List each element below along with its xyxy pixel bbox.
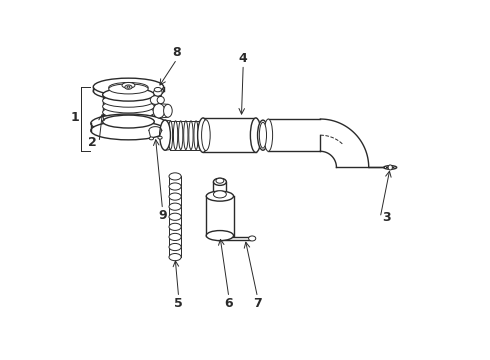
Ellipse shape (201, 120, 210, 150)
Ellipse shape (149, 137, 153, 140)
Text: 6: 6 (224, 297, 233, 310)
Ellipse shape (194, 121, 198, 149)
Ellipse shape (91, 114, 166, 133)
Ellipse shape (206, 230, 234, 240)
Ellipse shape (169, 223, 181, 230)
Ellipse shape (102, 115, 154, 128)
Ellipse shape (216, 178, 224, 183)
Ellipse shape (169, 243, 181, 251)
Ellipse shape (93, 78, 164, 95)
Ellipse shape (150, 96, 160, 104)
Ellipse shape (91, 121, 166, 140)
Ellipse shape (125, 85, 132, 89)
Ellipse shape (388, 165, 392, 170)
Ellipse shape (197, 118, 208, 152)
Ellipse shape (93, 82, 164, 100)
Ellipse shape (184, 121, 188, 149)
Ellipse shape (102, 94, 154, 107)
Ellipse shape (169, 183, 181, 190)
Ellipse shape (214, 191, 226, 198)
Ellipse shape (384, 166, 397, 169)
Ellipse shape (154, 87, 161, 92)
Ellipse shape (168, 121, 172, 149)
Ellipse shape (153, 104, 165, 118)
Text: 3: 3 (382, 211, 391, 224)
Ellipse shape (386, 167, 394, 168)
Ellipse shape (264, 119, 272, 151)
Ellipse shape (178, 121, 183, 149)
Ellipse shape (153, 89, 162, 96)
Ellipse shape (258, 120, 269, 150)
Ellipse shape (122, 82, 135, 88)
Ellipse shape (206, 191, 234, 201)
Text: 4: 4 (239, 51, 247, 64)
Ellipse shape (173, 121, 178, 149)
Text: 1: 1 (71, 111, 80, 124)
Ellipse shape (169, 213, 181, 220)
Ellipse shape (160, 120, 171, 150)
Bar (154, 90, 161, 95)
Text: 5: 5 (174, 297, 183, 310)
Ellipse shape (102, 100, 154, 113)
Text: 2: 2 (88, 136, 97, 149)
Ellipse shape (109, 82, 148, 93)
Ellipse shape (158, 136, 162, 139)
Ellipse shape (248, 236, 256, 241)
Ellipse shape (199, 121, 203, 149)
Text: 8: 8 (172, 46, 181, 59)
Ellipse shape (169, 233, 181, 240)
Ellipse shape (102, 112, 154, 125)
Ellipse shape (109, 84, 148, 94)
Ellipse shape (102, 88, 154, 101)
Ellipse shape (164, 104, 172, 117)
Ellipse shape (259, 122, 267, 148)
Ellipse shape (169, 253, 181, 261)
Ellipse shape (157, 96, 164, 104)
Ellipse shape (214, 178, 226, 185)
Ellipse shape (169, 173, 181, 180)
Ellipse shape (169, 193, 181, 200)
Ellipse shape (250, 118, 261, 152)
Text: 7: 7 (253, 297, 262, 310)
Ellipse shape (127, 86, 130, 88)
Text: 9: 9 (158, 210, 167, 222)
Ellipse shape (169, 203, 181, 210)
Ellipse shape (102, 106, 154, 119)
Ellipse shape (189, 121, 193, 149)
